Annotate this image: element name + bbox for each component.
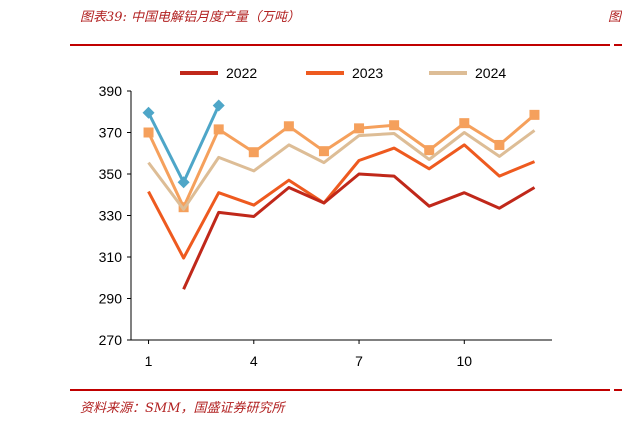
y-tick-label: 390: [99, 83, 123, 99]
x-tick-label: 7: [355, 353, 363, 369]
y-tick-label: 330: [99, 208, 123, 224]
series-line: [147, 129, 536, 211]
x-tick-label: 1: [145, 353, 153, 369]
legend-label: 2023: [352, 65, 383, 81]
data-point-square: [354, 123, 365, 134]
data-point-diamond: [177, 176, 190, 189]
series-line: [147, 143, 536, 260]
bottom-rule: [70, 389, 610, 391]
bottom-rule-adjacent: [614, 389, 622, 391]
data-point-square: [213, 124, 224, 135]
y-tick-label: 270: [99, 332, 123, 348]
data-point-square: [283, 121, 294, 132]
data-point-diamond: [142, 106, 155, 119]
data-point-square: [318, 146, 329, 157]
legend-label: 2024: [475, 65, 506, 81]
y-tick-label: 290: [99, 291, 123, 307]
series-line: [147, 113, 536, 209]
data-point-square: [494, 139, 505, 150]
axes: 270 290 310 330 350 370 390 1 4 7 10: [99, 83, 552, 369]
x-tick-label: 10: [457, 353, 473, 369]
data-point-square: [529, 109, 540, 120]
data-point-diamond: [212, 99, 225, 112]
data-point-square: [143, 127, 154, 138]
series-lines: [142, 99, 540, 290]
legend: 2022 2023 2024: [180, 65, 506, 81]
top-rule: [70, 44, 610, 46]
data-point-square: [424, 145, 435, 156]
series-line: [182, 172, 536, 290]
y-tick-label: 350: [99, 166, 123, 182]
x-tick-label: 4: [250, 353, 258, 369]
data-point-square: [248, 147, 259, 158]
adjacent-figure-title-fragment: 图: [608, 10, 622, 25]
data-point-square: [459, 118, 470, 129]
legend-label: 2022: [226, 65, 257, 81]
y-tick-label: 310: [99, 249, 123, 265]
top-rule-adjacent: [614, 44, 622, 46]
data-point-square: [389, 120, 400, 131]
y-tick-label: 370: [99, 125, 123, 141]
source-note: 资料来源：SMM，国盛证券研究所: [80, 401, 285, 416]
figure-title: 图表39: 中国电解铝月度产量（万吨）: [80, 10, 301, 25]
